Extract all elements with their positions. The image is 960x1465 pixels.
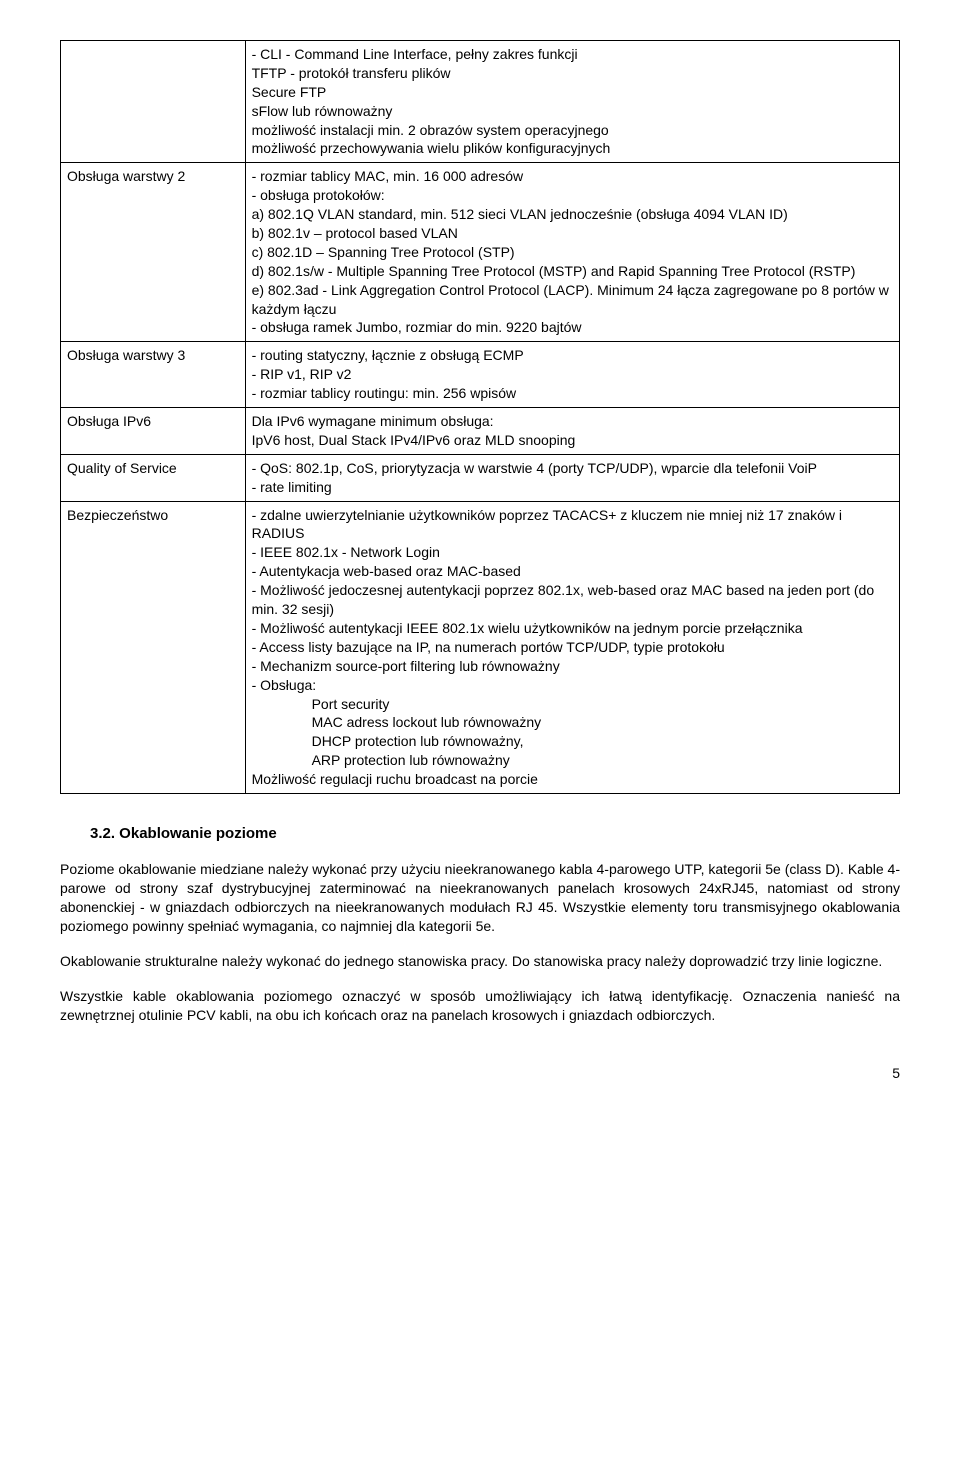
body-paragraph: Okablowanie strukturalne należy wykonać … [60, 952, 900, 971]
row-content: - CLI - Command Line Interface, pełny za… [245, 41, 899, 163]
content-line: IpV6 host, Dual Stack IPv4/IPv6 oraz MLD… [252, 431, 893, 450]
content-line: sFlow lub równoważny [252, 102, 893, 121]
row-label: Obsługa warstwy 3 [61, 342, 246, 408]
content-line: - Mechanizm source-port filtering lub ró… [252, 657, 893, 676]
content-line: d) 802.1s/w - Multiple Spanning Tree Pro… [252, 262, 893, 281]
paragraphs-container: Poziome okablowanie miedziane należy wyk… [60, 860, 900, 1024]
spec-table-body: - CLI - Command Line Interface, pełny za… [61, 41, 900, 794]
row-label: Bezpieczeństwo [61, 501, 246, 793]
table-row: Obsługa IPv6Dla IPv6 wymagane minimum ob… [61, 408, 900, 455]
content-line: - IEEE 802.1x - Network Login [252, 543, 893, 562]
content-line: c) 802.1D – Spanning Tree Protocol (STP) [252, 243, 893, 262]
row-content: - QoS: 802.1p, CoS, priorytyzacja w wars… [245, 454, 899, 501]
table-row: Bezpieczeństwo- zdalne uwierzytelnianie … [61, 501, 900, 793]
content-line: - CLI - Command Line Interface, pełny za… [252, 45, 893, 64]
body-paragraph: Poziome okablowanie miedziane należy wyk… [60, 860, 900, 936]
content-line: b) 802.1v – protocol based VLAN [252, 224, 893, 243]
content-line: TFTP - protokół transferu plików [252, 64, 893, 83]
row-content: - rozmiar tablicy MAC, min. 16 000 adres… [245, 163, 899, 342]
content-line: - RIP v1, RIP v2 [252, 365, 893, 384]
row-label: Quality of Service [61, 454, 246, 501]
table-row: - CLI - Command Line Interface, pełny za… [61, 41, 900, 163]
content-line: - Access listy bazujące na IP, na numera… [252, 638, 893, 657]
content-line: możliwość instalacji min. 2 obrazów syst… [252, 121, 893, 140]
row-label: Obsługa IPv6 [61, 408, 246, 455]
content-line-indented: ARP protection lub równoważny [252, 751, 893, 770]
content-line: - QoS: 802.1p, CoS, priorytyzacja w wars… [252, 459, 893, 478]
row-content: - zdalne uwierzytelnianie użytkowników p… [245, 501, 899, 793]
content-line-indented: MAC adress lockout lub równoważny [252, 713, 893, 732]
content-line: - obsługa ramek Jumbo, rozmiar do min. 9… [252, 318, 893, 337]
table-row: Obsługa warstwy 2 - rozmiar tablicy MAC, … [61, 163, 900, 342]
content-line: możliwość przechowywania wielu plików ko… [252, 139, 893, 158]
content-line: - obsługa protokołów: [252, 186, 893, 205]
table-row: Quality of Service - QoS: 802.1p, CoS, pr… [61, 454, 900, 501]
content-line: - rate limiting [252, 478, 893, 497]
row-content: Dla IPv6 wymagane minimum obsługa:IpV6 h… [245, 408, 899, 455]
content-line: - zdalne uwierzytelnianie użytkowników p… [252, 506, 893, 544]
table-row: Obsługa warstwy 3 - routing statyczny, łą… [61, 342, 900, 408]
content-line: - rozmiar tablicy routingu: min. 256 wpi… [252, 384, 893, 403]
content-line-indented: Port security [252, 695, 893, 714]
content-line-indented: DHCP protection lub równoważny, [252, 732, 893, 751]
page-number: 5 [60, 1064, 900, 1083]
content-line: Dla IPv6 wymagane minimum obsługa: [252, 412, 893, 431]
section-heading: 3.2. Okablowanie poziome [90, 824, 900, 844]
row-label [61, 41, 246, 163]
content-line: - Obsługa: [252, 676, 893, 695]
content-line: - Możliwość autentykacji IEEE 802.1x wie… [252, 619, 893, 638]
content-line: e) 802.3ad - Link Aggregation Control Pr… [252, 281, 893, 319]
content-line: Secure FTP [252, 83, 893, 102]
content-line: a) 802.1Q VLAN standard, min. 512 sieci … [252, 205, 893, 224]
row-content: - routing statyczny, łącznie z obsługą E… [245, 342, 899, 408]
content-line: - rozmiar tablicy MAC, min. 16 000 adres… [252, 167, 893, 186]
body-paragraph: Wszystkie kable okablowania poziomego oz… [60, 987, 900, 1025]
row-label: Obsługa warstwy 2 [61, 163, 246, 342]
spec-table: - CLI - Command Line Interface, pełny za… [60, 40, 900, 794]
content-line: Możliwość regulacji ruchu broadcast na p… [252, 770, 893, 789]
content-line: - Autentykacja web-based oraz MAC-based [252, 562, 893, 581]
content-line: - routing statyczny, łącznie z obsługą E… [252, 346, 893, 365]
content-line: - Możliwość jedoczesnej autentykacji pop… [252, 581, 893, 619]
